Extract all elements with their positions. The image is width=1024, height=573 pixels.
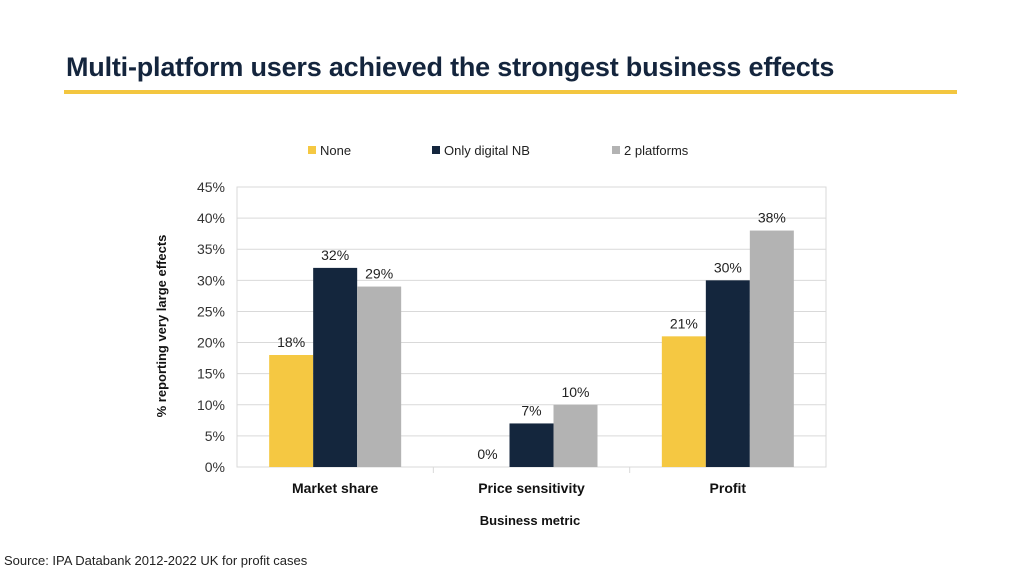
y-tick-label: 30% bbox=[197, 272, 225, 288]
y-tick-label: 35% bbox=[197, 241, 225, 257]
y-tick-label: 20% bbox=[197, 335, 225, 351]
legend-entry: 2 platforms bbox=[624, 143, 689, 158]
bars bbox=[269, 230, 794, 467]
data-label: 21% bbox=[670, 315, 698, 331]
y-tick-label: 40% bbox=[197, 210, 225, 226]
x-axis-title: Business metric bbox=[480, 513, 580, 528]
data-label: 10% bbox=[561, 384, 589, 400]
legend-swatch bbox=[432, 146, 440, 154]
data-labels: 18% 32% 29% 0% 7% 10% 21% 30% 38% bbox=[277, 210, 786, 462]
y-tick-label: 15% bbox=[197, 366, 225, 382]
page-title: Multi-platform users achieved the strong… bbox=[66, 52, 835, 82]
bar bbox=[705, 280, 750, 467]
legend-swatch bbox=[612, 146, 620, 154]
y-tick-label: 25% bbox=[197, 303, 225, 319]
y-axis-title: % reporting very large effects bbox=[154, 235, 169, 418]
y-tick-label: 5% bbox=[205, 428, 225, 444]
bar bbox=[509, 423, 554, 467]
data-label: 29% bbox=[365, 266, 393, 282]
data-label: 0% bbox=[477, 446, 497, 462]
bar bbox=[661, 336, 706, 467]
y-tick-label: 45% bbox=[197, 179, 225, 195]
y-tick-label: 10% bbox=[197, 397, 225, 413]
bar bbox=[553, 404, 598, 467]
data-label: 30% bbox=[714, 259, 742, 275]
title-underline bbox=[64, 90, 957, 94]
legend-entry: Only digital NB bbox=[444, 143, 530, 158]
data-label: 18% bbox=[277, 334, 305, 350]
data-label: 38% bbox=[758, 210, 786, 226]
y-tick-labels: 0% 5% 10% 15% 20% 25% 30% 35% 40% 45% bbox=[197, 179, 225, 475]
category-label: Profit bbox=[710, 480, 747, 496]
bar bbox=[269, 355, 314, 467]
data-label: 7% bbox=[521, 402, 541, 418]
legend-swatch bbox=[308, 146, 316, 154]
legend-entry: None bbox=[320, 143, 351, 158]
source-note: Source: IPA Databank 2012-2022 UK for pr… bbox=[4, 553, 308, 568]
category-label: Market share bbox=[292, 480, 379, 496]
data-label: 32% bbox=[321, 247, 349, 263]
bar bbox=[313, 267, 358, 467]
category-label: Price sensitivity bbox=[478, 480, 585, 496]
bar bbox=[357, 286, 402, 467]
bar bbox=[749, 230, 794, 467]
category-labels: Market share Price sensitivity Profit bbox=[292, 480, 746, 496]
y-tick-label: 0% bbox=[205, 459, 225, 475]
legend: None Only digital NB 2 platforms bbox=[308, 143, 689, 158]
